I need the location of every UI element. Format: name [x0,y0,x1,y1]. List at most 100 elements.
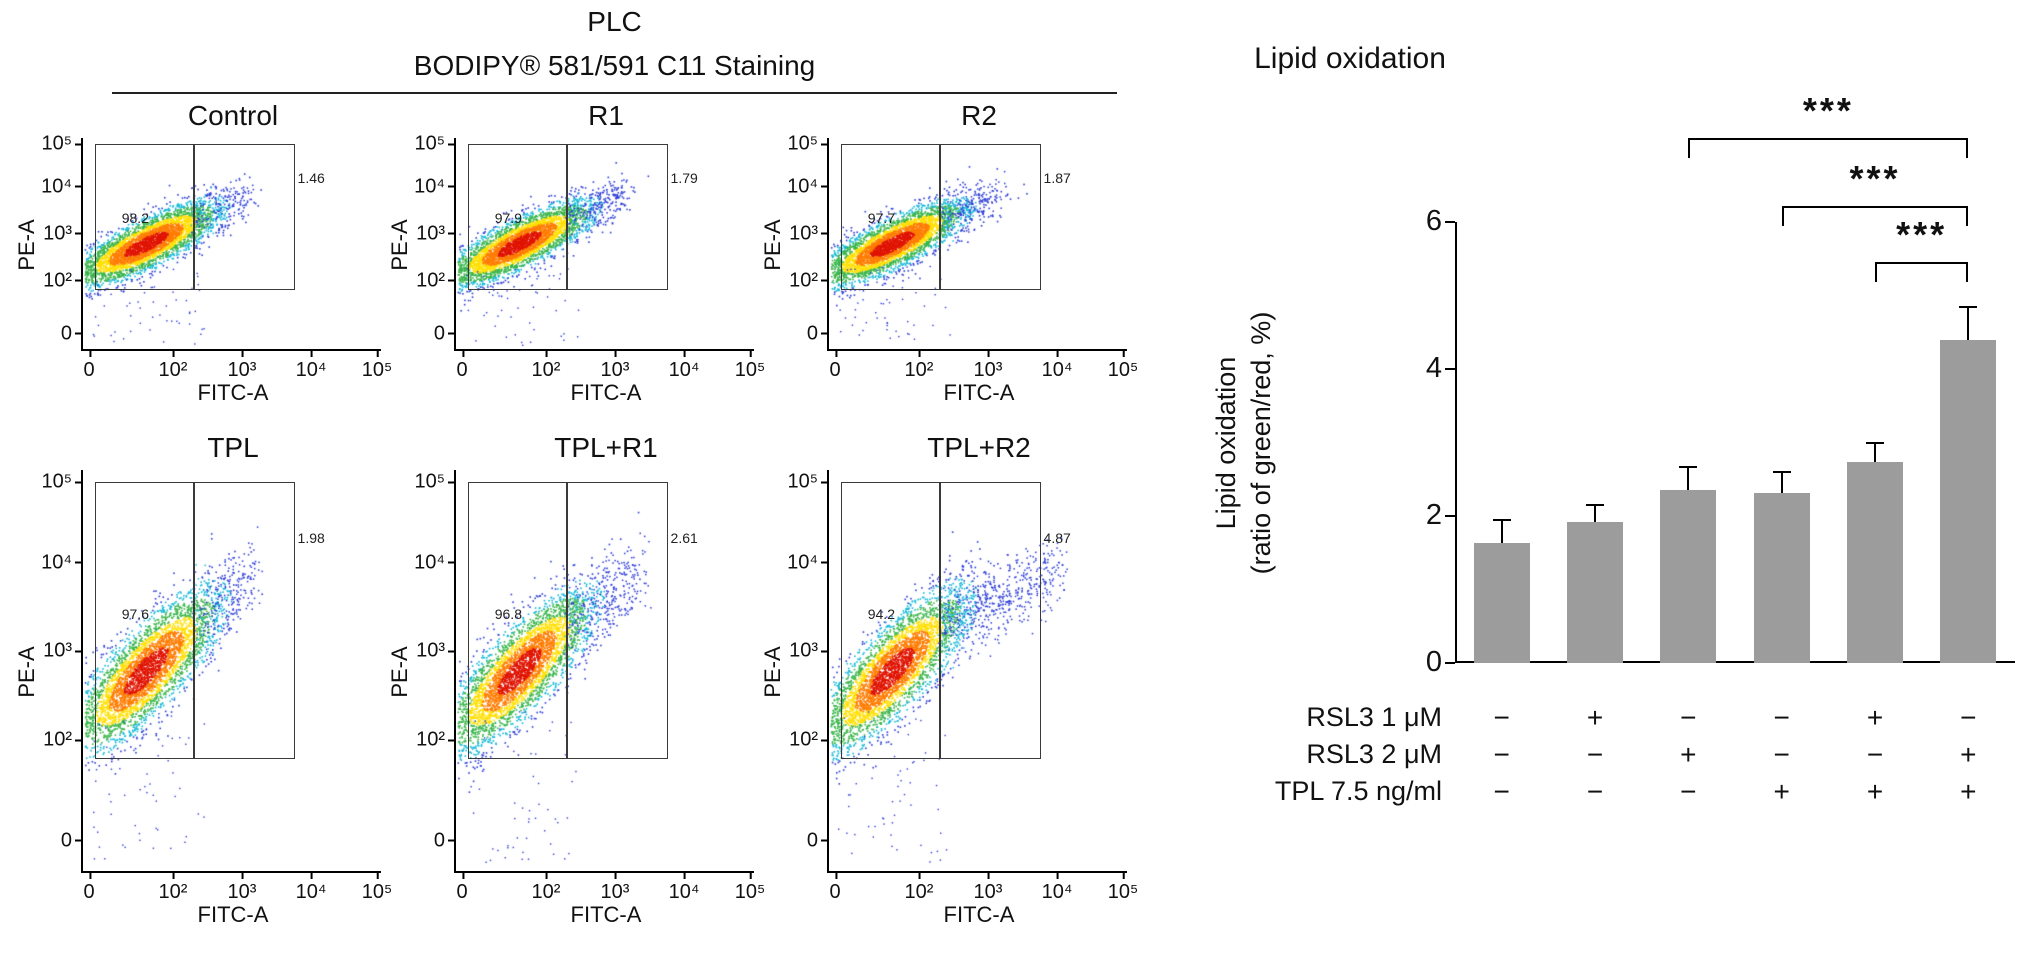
gate-left-percentage: 97.9 [494,209,522,226]
flow-y-ticks: 10⁵ 10⁴ 10³ 10² 0 [39,133,81,351]
x-tick-label: 0 [83,351,95,381]
flow-cytometry-panel: TPL+R1 PE-A 10⁵ 10⁴ 10³ 10² 0 96.8 2.61 … [387,432,765,928]
x-tick-label: 0 [456,873,468,903]
gate-divider-line [193,482,195,759]
flow-scatter-plot: 97.7 1.87 [827,138,1127,351]
x-tick-label: 10³ [600,351,630,381]
gate-left-percentage: 94.2 [867,606,895,623]
y-tick-mark [1445,368,1455,370]
x-tick-label: 10⁵ [361,351,393,381]
condition-label: RSL3 2 μM [1306,739,1442,769]
bar [1847,462,1903,663]
flow-x-ticks: 0 10² 10³ 10⁴ 10⁵ [456,873,765,903]
condition-sign: − [1493,776,1510,807]
gate-rectangle [94,144,295,290]
gate-rectangle [840,482,1041,759]
flow-y-ticks: 10⁵ 10⁴ 10³ 10² 0 [785,470,827,873]
flow-panel-title: R1 [588,100,624,131]
y-tick-label: 0 [1425,646,1442,678]
stain-title: BODIPY® 581/591 C11 Staining [112,50,1117,94]
x-tick-label: 10⁵ [734,873,766,903]
significance-bracket [1781,206,1969,226]
flow-panel-title: Control [187,100,279,131]
flow-panel-title: TPL+R2 [927,432,1031,463]
gate-left-percentage: 97.7 [867,209,895,226]
error-bar-line [1500,519,1503,544]
x-tick-label: 10⁴ [668,351,700,381]
gate-rectangle [840,144,1041,290]
y-tick-label: 10⁵ [787,470,818,493]
x-tick-label: 0 [456,351,468,381]
bar-plot-area [1455,222,2015,663]
gate-left-percentage: 97.6 [121,606,149,623]
pe-a-axis-label: PE-A [14,218,39,271]
flow-scatter-canvas [456,470,754,871]
gate-right-percentage: 1.79 [670,169,698,186]
flow-y-ticks: 10⁵ 10⁴ 10³ 10² 0 [39,470,81,873]
flow-x-ticks: 0 10² 10³ 10⁴ 10⁵ [83,351,392,381]
y-tick-label: 0 [433,829,445,852]
y-axis-label-line2: (ratio of green/red, %) [1246,311,1276,574]
flow-panel-title: R2 [961,100,997,131]
y-tick-label: 10⁴ [41,551,72,574]
flow-scatter-plot: 94.2 4.87 [827,470,1127,873]
flow-x-ticks: 0 10² 10³ 10⁴ 10⁵ [829,873,1138,903]
y-tick-mark [1445,221,1455,223]
y-tick-label: 10⁴ [414,175,445,198]
significance-stars: *** [1802,90,1854,131]
flow-plot-body: PE-A 10⁵ 10⁴ 10³ 10² 0 96.8 2.61 [387,470,761,873]
gate-divider-line [939,144,941,290]
pe-a-axis-label: PE-A [760,218,785,271]
condition-sign: + [1866,776,1884,807]
condition-sign: − [1586,739,1604,770]
flow-cytometry-panel: R2 PE-A 10⁵ 10⁴ 10³ 10² 0 97.7 1.87 0 10… [760,100,1138,406]
fitc-a-axis-label: FITC-A [943,902,1015,927]
x-tick-label: 10² [904,351,934,381]
condition-sign: + [1866,702,1884,733]
flow-y-ticks: 10⁵ 10⁴ 10³ 10² 0 [412,470,454,873]
flow-scatter-plot: 97.6 1.98 [81,470,381,873]
y-tick-mark [1445,515,1455,517]
y-tick-label: 10² [416,269,445,292]
fitc-a-axis-label: FITC-A [943,380,1015,405]
error-bar-cap [1492,518,1511,521]
y-tick-label: 10⁴ [787,551,818,574]
error-bar-line [1780,471,1783,494]
flow-x-ticks: 0 10² 10³ 10⁴ 10⁵ [83,873,392,903]
fitc-a-axis-label: FITC-A [570,380,642,405]
bar [1940,340,1997,663]
flow-scatter-canvas [456,138,754,349]
y-tick-label: 10⁵ [41,132,72,155]
flow-scatter-plot: 98.2 1.46 [81,138,381,351]
y-tick-label: 0 [60,829,72,852]
y-tick-mark [1445,662,1455,664]
y-tick-label: 10⁵ [414,470,445,493]
x-tick-label: 10³ [973,351,1003,381]
gate-divider-line [939,482,941,759]
x-tick-label: 10⁴ [1041,873,1073,903]
flow-plot-body: PE-A 10⁵ 10⁴ 10³ 10² 0 94.2 4.87 [760,470,1134,873]
significance-stars: *** [1896,214,1948,255]
y-tick-label: 10³ [416,639,445,662]
flow-plot-body: PE-A 10⁵ 10⁴ 10³ 10² 0 97.9 1.79 [387,133,761,351]
gate-rectangle [94,482,295,759]
x-tick-label: 0 [829,351,841,381]
condition-sign: − [1773,702,1790,733]
gate-rectangle [467,144,668,290]
y-tick-label: 10² [789,269,818,292]
x-tick-label: 10⁴ [1041,351,1073,381]
gate-right-percentage: 1.98 [297,530,325,547]
flow-cytometry-section: PLC BODIPY® 581/591 C11 Staining Control… [0,0,1160,970]
x-tick-label: 10³ [227,873,257,903]
flow-scatter-canvas [829,138,1127,349]
condition-sign: − [1960,702,1977,733]
fitc-a-axis-label: FITC-A [197,902,269,927]
flow-row-top: Control PE-A 10⁵ 10⁴ 10³ 10² 0 98.2 1.46… [14,100,1138,406]
condition-sign: − [1680,702,1697,733]
x-tick-label: 10² [531,873,561,903]
y-tick-label: 0 [60,322,72,345]
y-tick-label: 10² [789,728,818,751]
condition-sign: + [1773,776,1790,807]
y-tick-label: 10³ [43,639,72,662]
x-tick-label: 10² [158,351,188,381]
